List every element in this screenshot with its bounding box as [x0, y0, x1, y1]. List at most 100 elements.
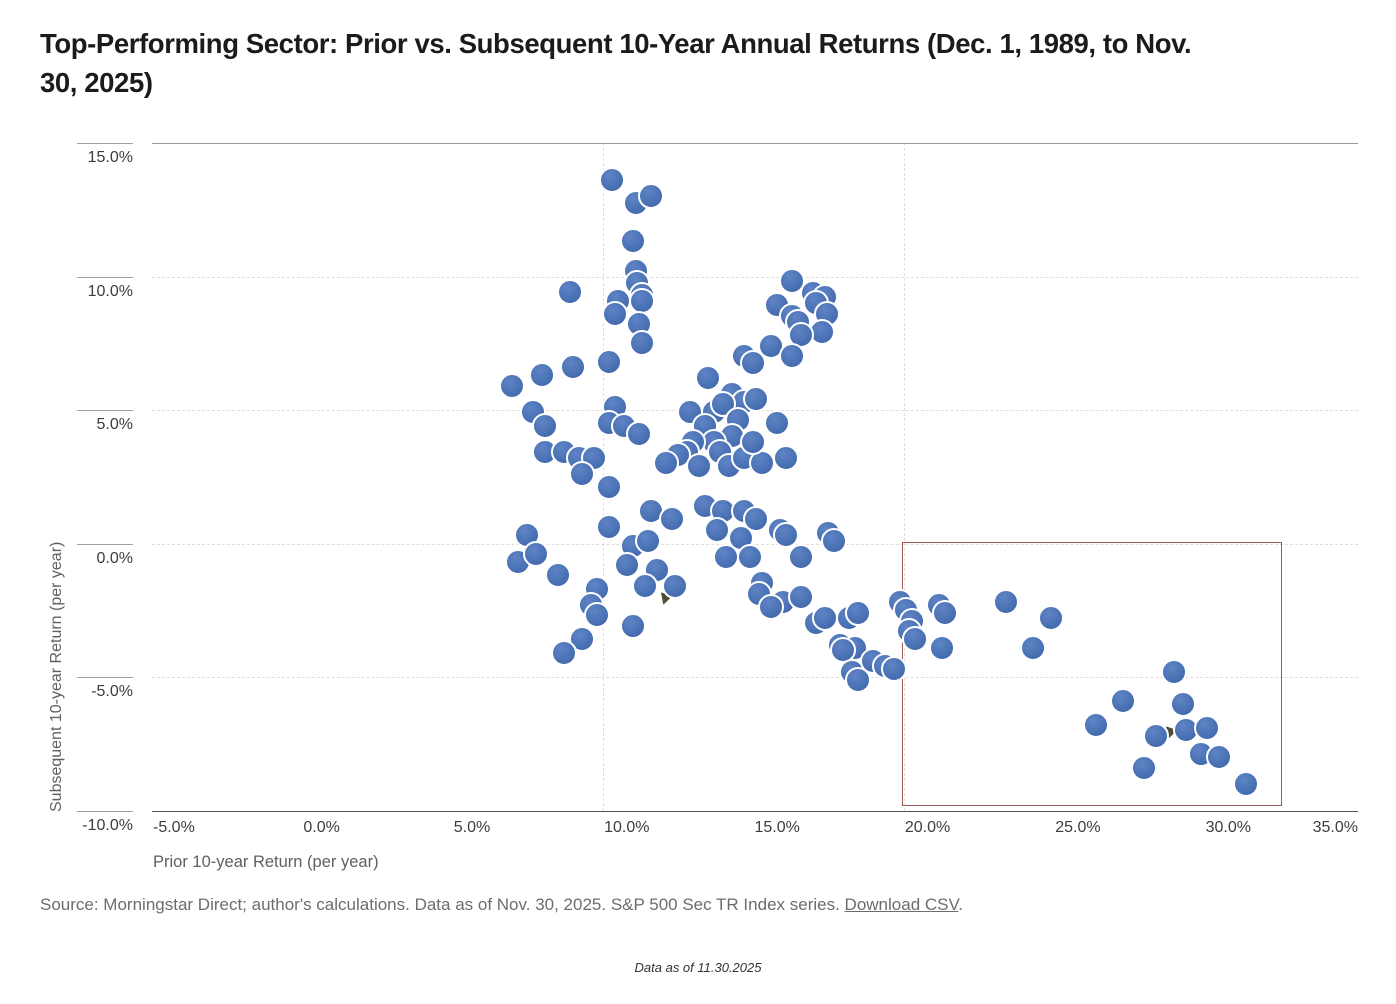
scatter-point [779, 343, 806, 370]
scatter-point [523, 540, 550, 567]
scatter-point [736, 543, 763, 570]
scatter-point [929, 634, 956, 661]
y-tick-label: 5.0% [96, 416, 133, 434]
scatter-point [881, 655, 908, 682]
scatter-point [628, 329, 655, 356]
y-axis-tick [77, 811, 133, 812]
scatter-point [613, 551, 640, 578]
x-tick-label: 0.0% [303, 819, 340, 836]
scatter-point [595, 514, 622, 541]
x-axis-line [152, 811, 1358, 812]
scatter-point [637, 182, 664, 209]
x-tick-label: 30.0% [1205, 819, 1251, 836]
scatter-point [595, 348, 622, 375]
scatter-point [788, 583, 815, 610]
scatter-point [1170, 690, 1197, 717]
page-title: Top-Performing Sector: Prior vs. Subsequ… [40, 24, 1370, 102]
scatter-point [739, 349, 766, 376]
scatter-point [595, 474, 622, 501]
scatter-point [758, 594, 785, 621]
y-tick-label: 0.0% [96, 549, 133, 567]
scatter-point [658, 506, 685, 533]
download-csv-link[interactable]: Download CSV [844, 895, 959, 914]
x-tick-label: 10.0% [604, 819, 650, 836]
scatter-point [712, 543, 739, 570]
h-gridline [152, 276, 1358, 278]
scatter-point [773, 522, 800, 549]
scatter-point [568, 460, 595, 487]
scatter-point [556, 279, 583, 306]
source-suffix: . [958, 895, 964, 914]
scatter-point [619, 228, 646, 255]
scatter-point [812, 605, 839, 632]
scatter-point [601, 300, 628, 327]
h-gridline [152, 677, 1358, 679]
scatter-point [532, 412, 559, 439]
scatter-point [1233, 770, 1260, 797]
y-axis-title: Subsequent 10-year Return (per year) [48, 541, 65, 812]
scatter-point [1161, 658, 1188, 685]
scatter-point [1109, 687, 1136, 714]
source-text: Source: Morningstar Direct; author's cal… [40, 895, 845, 914]
y-axis-tick [77, 143, 133, 144]
x-tick-label: 35.0% [1312, 819, 1358, 836]
scatter-point [1194, 714, 1221, 741]
x-axis-title: Prior 10-year Return (per year) [153, 853, 379, 871]
scatter-point [845, 599, 872, 626]
y-axis-tick [77, 677, 133, 679]
scatter-point [529, 361, 556, 388]
scatter-point [773, 444, 800, 471]
x-tick-label: 15.0% [754, 819, 800, 836]
v-gridline [903, 143, 905, 811]
scatter-point [1142, 722, 1169, 749]
scatter-point [652, 450, 679, 477]
scatter-point [631, 573, 658, 600]
scatter-point [932, 599, 959, 626]
title-line-2: 30, 2025) [40, 67, 153, 99]
y-axis-tick [77, 276, 133, 278]
scatter-point [1206, 744, 1233, 771]
scatter-point [694, 364, 721, 391]
scatter-point [1037, 605, 1064, 632]
plot-top-border [152, 143, 1358, 144]
scatter-point [992, 589, 1019, 616]
scatter-point [1019, 634, 1046, 661]
y-tick-label: 15.0% [87, 149, 133, 166]
scatter-point [625, 420, 652, 447]
x-tick-label: 20.0% [904, 819, 951, 836]
scatter-point [559, 353, 586, 380]
y-tick-label: 10.0% [87, 282, 133, 300]
scatter-point [764, 410, 791, 437]
source-line: Source: Morningstar Direct; author's cal… [40, 895, 963, 915]
scatter-point [703, 516, 730, 543]
scatter-point [1082, 711, 1109, 738]
y-tick-label: -5.0% [91, 683, 133, 701]
scatter-point [634, 527, 661, 554]
scatter-point [788, 543, 815, 570]
scatter-point [628, 288, 655, 315]
title-line-1: Top-Performing Sector: Prior vs. Subsequ… [40, 28, 1192, 59]
scatter-point [661, 573, 688, 600]
scatter-point [739, 428, 766, 455]
scatter-point [619, 613, 646, 640]
scatter-point [544, 562, 571, 589]
y-axis-tick [77, 410, 133, 412]
x-tick-label: 5.0% [453, 819, 491, 836]
scatter-point [499, 372, 526, 399]
scatter-point [550, 639, 577, 666]
footer-note: Data as of 11.30.2025 [634, 960, 762, 975]
scatter-point [743, 386, 769, 412]
x-tick-label: 25.0% [1055, 819, 1101, 836]
x-tick-label: -5.0% [153, 819, 195, 836]
y-tick-label: -10.0% [82, 817, 133, 834]
scatter-point [685, 452, 712, 479]
scatter-point [743, 506, 769, 533]
scatter-point [821, 527, 848, 554]
scatter-point [583, 602, 610, 629]
scatter-point [1130, 754, 1157, 781]
y-axis-tick [77, 543, 133, 545]
scatter-point [902, 626, 929, 653]
scatter-point [598, 166, 625, 193]
